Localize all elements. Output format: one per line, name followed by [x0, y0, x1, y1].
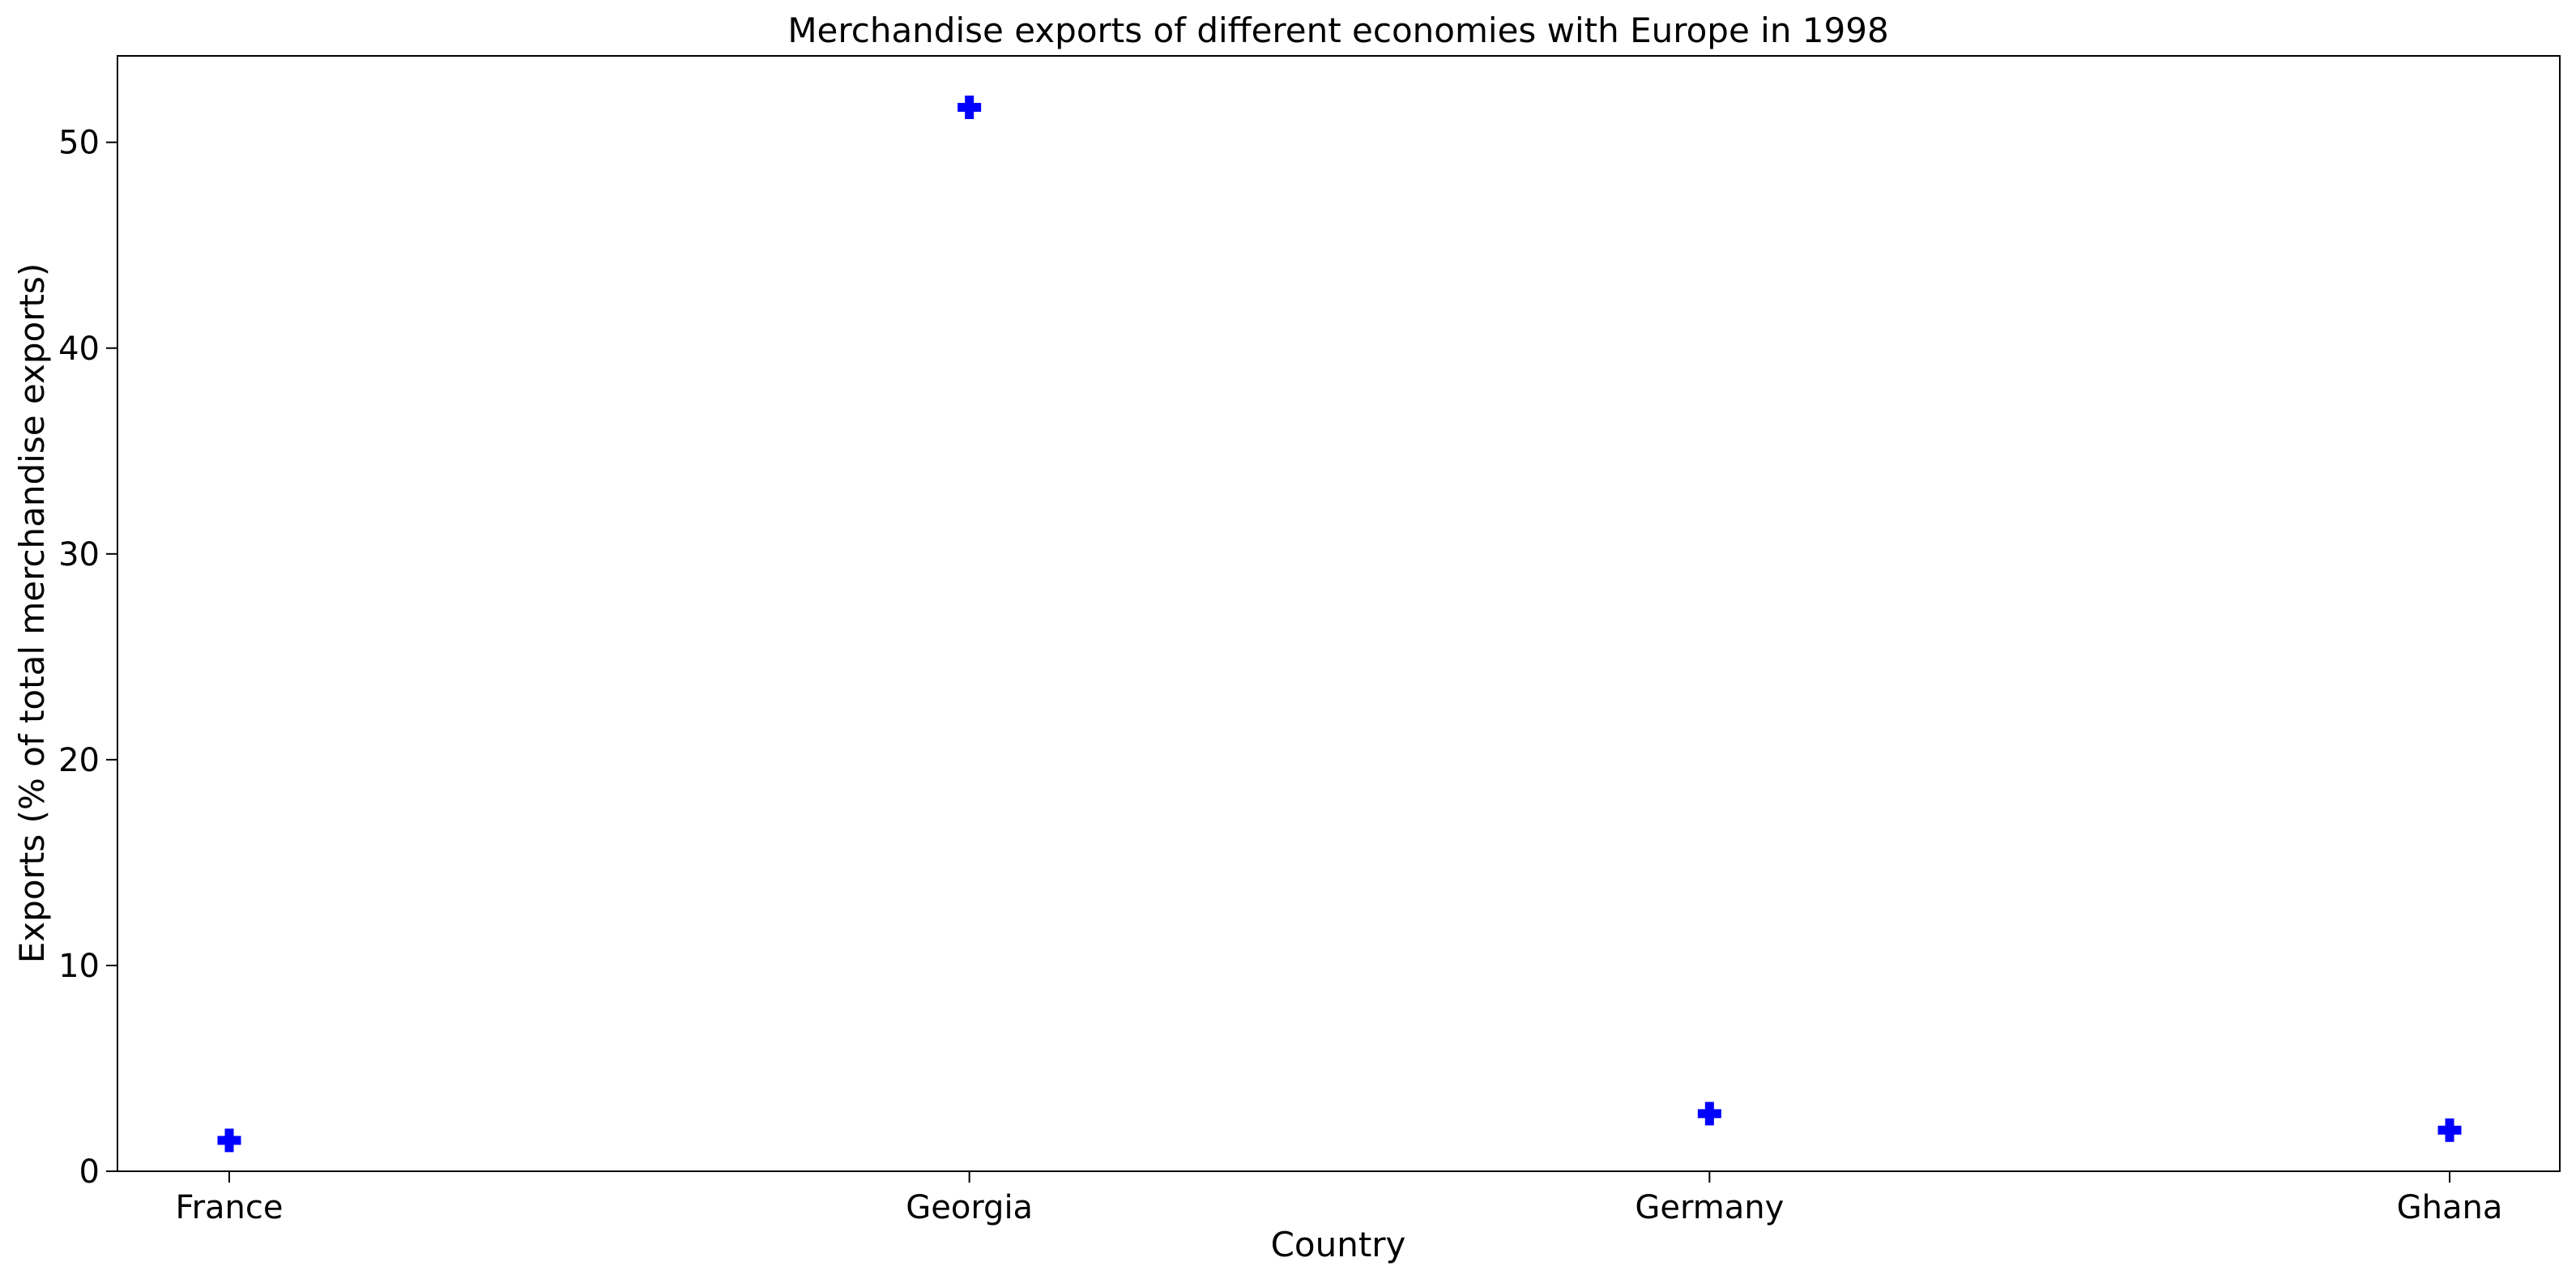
plot-area-frame — [117, 55, 2561, 1172]
x-tick-label: Ghana — [2397, 1189, 2503, 1226]
y-axis-ticks: 0 10 20 30 40 50 — [58, 125, 117, 1191]
y-tick-label: 40 — [58, 330, 100, 368]
y-tick-label: 10 — [58, 948, 100, 985]
data-point-georgia — [957, 96, 982, 120]
y-tick-label: 20 — [58, 742, 100, 779]
y-axis-label: Exports (% of total merchandise exports) — [12, 263, 52, 963]
x-tick-label: France — [175, 1189, 283, 1226]
data-points — [217, 96, 2462, 1153]
data-point-germany — [1697, 1102, 1721, 1126]
chart-title: Merchandise exports of different economi… — [787, 11, 1888, 50]
y-tick-label: 30 — [58, 536, 100, 573]
data-point-ghana — [2437, 1118, 2462, 1142]
x-axis-label: Country — [1271, 1225, 1406, 1264]
x-tick-label: Georgia — [906, 1189, 1033, 1226]
y-tick-label: 0 — [79, 1153, 100, 1191]
y-tick-label: 50 — [58, 125, 100, 162]
x-axis-ticks: France Georgia Germany Ghana — [175, 1171, 2502, 1226]
data-point-france — [217, 1128, 241, 1153]
x-tick-label: Germany — [1635, 1189, 1784, 1226]
